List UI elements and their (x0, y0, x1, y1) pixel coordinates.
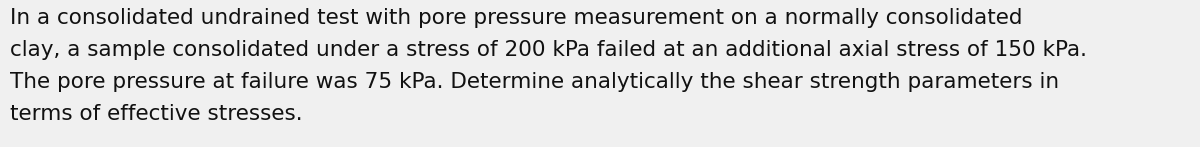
Text: In a consolidated undrained test with pore pressure measurement on a normally co: In a consolidated undrained test with po… (10, 8, 1022, 28)
Text: terms of effective stresses.: terms of effective stresses. (10, 104, 302, 124)
Text: The pore pressure at failure was 75 kPa. Determine analytically the shear streng: The pore pressure at failure was 75 kPa.… (10, 72, 1060, 92)
Text: clay, a sample consolidated under a stress of 200 kPa failed at an additional ax: clay, a sample consolidated under a stre… (10, 40, 1087, 60)
